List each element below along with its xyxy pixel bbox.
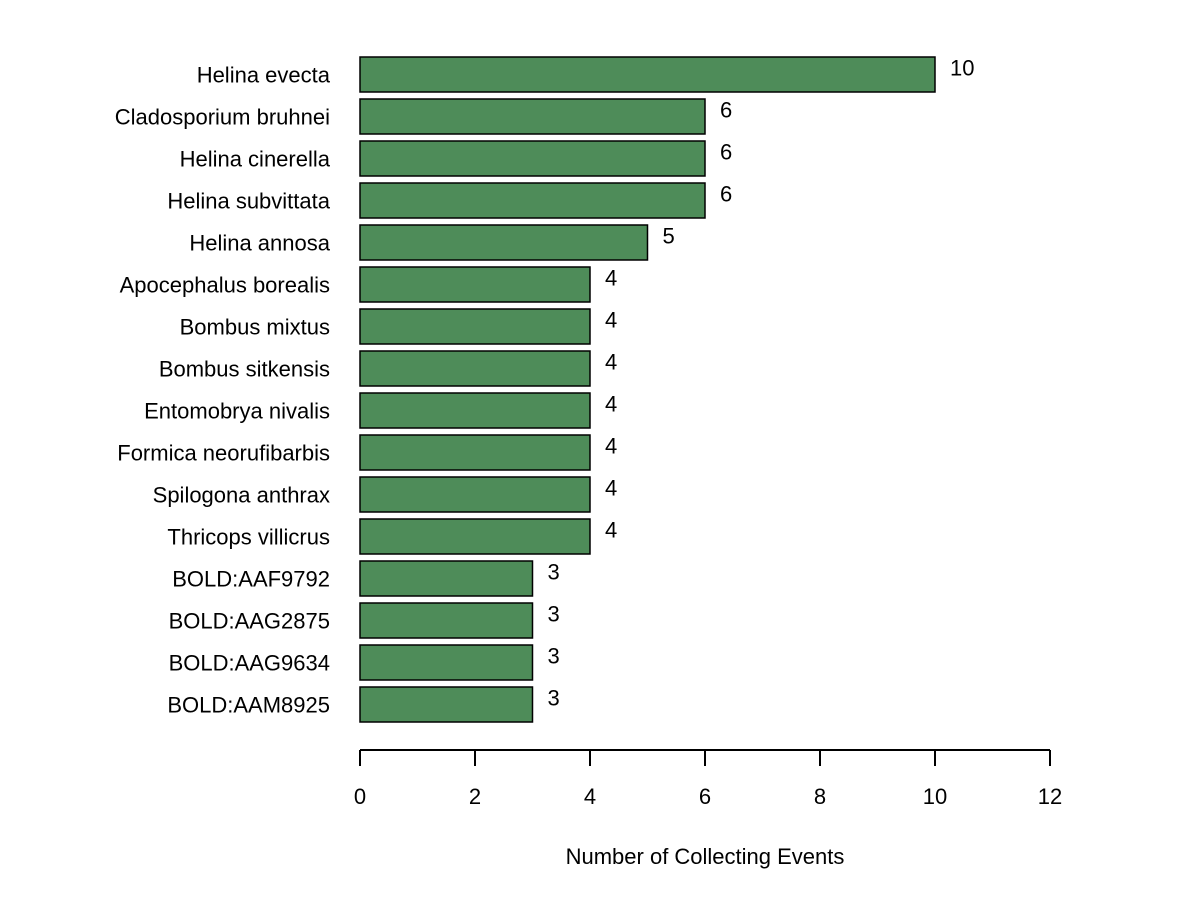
category-label: Bombus mixtus xyxy=(180,315,330,340)
bar xyxy=(359,686,534,723)
category-label: Formica neorufibarbis xyxy=(117,441,330,466)
category-label: BOLD:AAM8925 xyxy=(167,693,330,718)
value-label: 10 xyxy=(950,56,974,81)
category-label: Apocephalus borealis xyxy=(120,273,330,298)
x-tick-label: 4 xyxy=(584,784,596,809)
x-tick-label: 2 xyxy=(469,784,481,809)
value-label: 5 xyxy=(663,224,675,249)
category-labels-group: Helina evecta Cladosporium bruhnei Helina … xyxy=(115,63,331,718)
category-label: Helina subvittata xyxy=(167,189,330,214)
category-label: Cladosporium bruhnei xyxy=(115,105,330,130)
bar xyxy=(359,560,534,597)
x-tick-label: 12 xyxy=(1038,784,1062,809)
bar xyxy=(359,476,591,513)
value-label: 4 xyxy=(605,518,617,543)
value-label: 3 xyxy=(548,602,560,627)
bar xyxy=(359,224,649,261)
category-label: Bombus sitkensis xyxy=(159,357,330,382)
x-tick-label: 6 xyxy=(699,784,711,809)
bar xyxy=(359,140,706,177)
value-label: 6 xyxy=(720,182,732,207)
value-label: 4 xyxy=(605,308,617,333)
bar xyxy=(359,56,936,93)
value-label: 6 xyxy=(720,140,732,165)
bar xyxy=(359,518,591,555)
category-label: Helina annosa xyxy=(189,231,330,256)
bar xyxy=(359,98,706,135)
bar xyxy=(359,308,591,345)
x-tick-label: 8 xyxy=(814,784,826,809)
bar xyxy=(359,602,534,639)
x-axis: 0 2 4 6 8 10 12 xyxy=(354,749,1062,809)
value-label: 4 xyxy=(605,476,617,501)
value-label: 4 xyxy=(605,266,617,291)
category-label: Spilogona anthrax xyxy=(153,483,330,508)
value-label: 3 xyxy=(548,686,560,711)
bar xyxy=(359,182,706,219)
value-label: 4 xyxy=(605,392,617,417)
category-label: Thricops villicrus xyxy=(167,525,330,550)
value-label: 3 xyxy=(548,560,560,585)
value-labels-group: 10 6 6 6 5 4 4 4 4 4 4 4 3 3 3 3 xyxy=(548,56,975,711)
value-label: 3 xyxy=(548,644,560,669)
x-tick-label: 10 xyxy=(923,784,947,809)
bars-group xyxy=(359,56,936,723)
bar xyxy=(359,434,591,471)
value-label: 4 xyxy=(605,350,617,375)
value-label: 4 xyxy=(605,434,617,459)
category-label: BOLD:AAF9792 xyxy=(172,567,330,592)
category-label: BOLD:AAG2875 xyxy=(169,609,330,634)
category-label: BOLD:AAG9634 xyxy=(169,651,330,676)
value-label: 6 xyxy=(720,98,732,123)
x-tick-label: 0 xyxy=(354,784,366,809)
bar xyxy=(359,350,591,387)
bar xyxy=(359,644,534,681)
category-label: Helina evecta xyxy=(197,63,331,88)
bar xyxy=(359,392,591,429)
category-label: Entomobrya nivalis xyxy=(144,399,330,424)
bar xyxy=(359,266,591,303)
x-axis-title: Number of Collecting Events xyxy=(566,844,845,869)
category-label: Helina cinerella xyxy=(180,147,331,172)
